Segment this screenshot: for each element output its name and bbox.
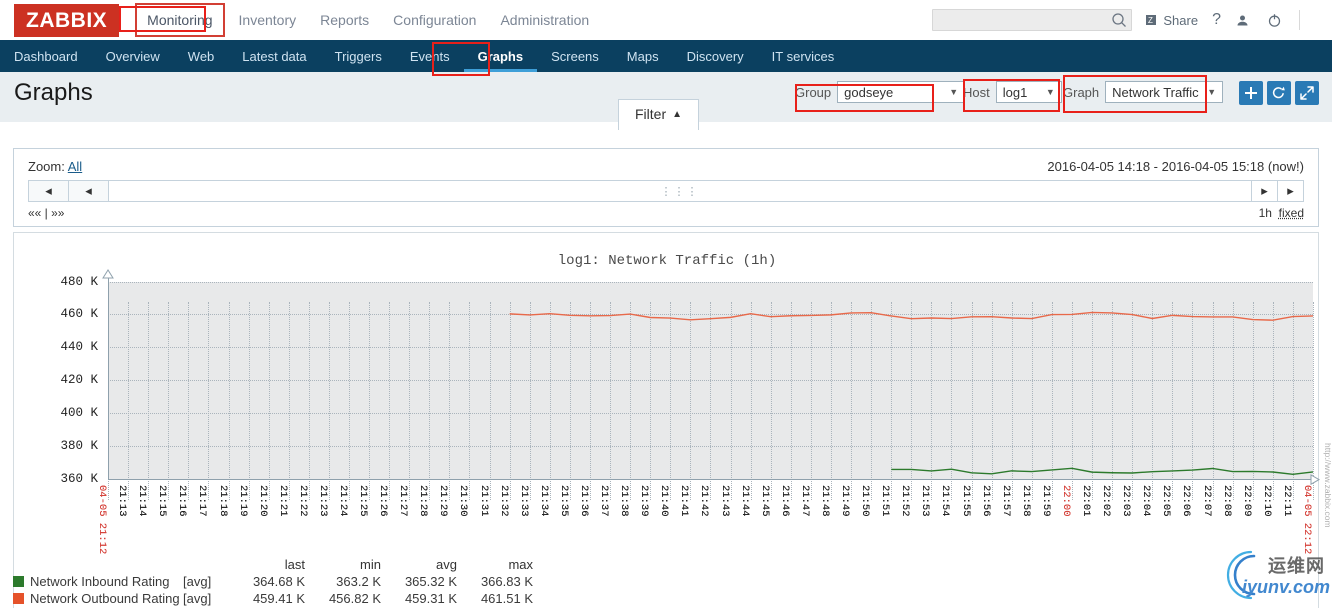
svg-text:Z: Z bbox=[1148, 16, 1153, 25]
